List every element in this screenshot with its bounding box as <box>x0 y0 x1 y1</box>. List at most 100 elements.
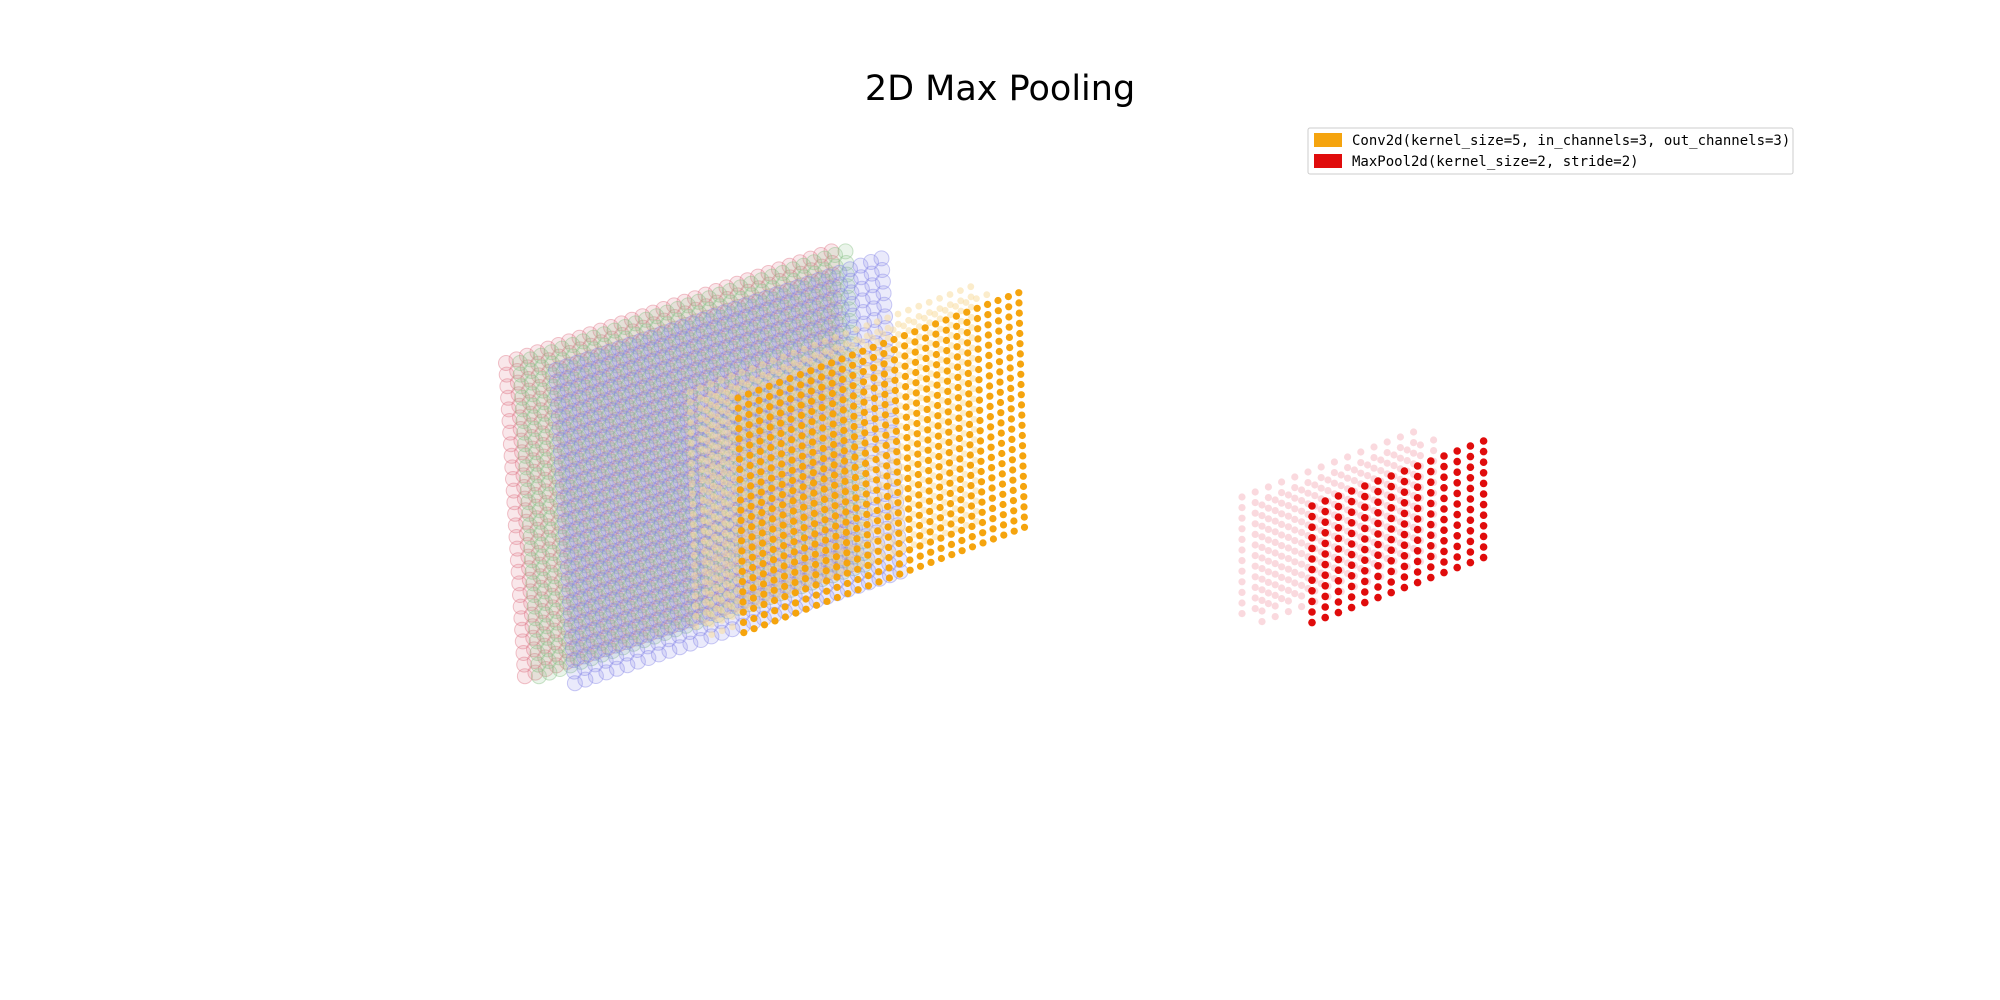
grid-point <box>717 566 724 573</box>
grid-point <box>788 466 796 474</box>
grid-point <box>723 409 731 416</box>
grid-point <box>904 464 912 472</box>
grid-point <box>884 513 892 521</box>
grid-point <box>698 309 715 326</box>
grid-point <box>806 320 823 337</box>
grid-point <box>894 519 903 527</box>
grid-point <box>948 551 956 559</box>
grid-point <box>934 432 943 440</box>
grid-point <box>978 498 986 506</box>
grid-point <box>924 436 932 444</box>
grid-point <box>956 445 964 453</box>
grid-point <box>1330 469 1338 477</box>
grid-point <box>574 376 591 393</box>
grid-point <box>786 374 794 383</box>
grid-point <box>964 359 972 367</box>
grid-point <box>1278 478 1286 486</box>
grid-point <box>819 434 827 442</box>
grid-point <box>783 292 800 309</box>
grid-point <box>820 485 828 493</box>
grid-point <box>801 345 808 353</box>
grid-point <box>759 570 767 578</box>
grid-point <box>810 499 818 507</box>
grid-point <box>830 451 838 459</box>
grid-point <box>780 542 788 550</box>
grid-point <box>954 363 962 371</box>
grid-point <box>926 507 934 515</box>
grid-point <box>958 547 966 555</box>
grid-point <box>747 492 755 500</box>
grid-point <box>687 419 695 426</box>
grid-point <box>850 402 858 410</box>
grid-point <box>861 429 869 437</box>
grid-point <box>739 272 756 289</box>
grid-point <box>535 448 552 465</box>
grid-point <box>577 434 594 451</box>
grid-point <box>769 535 777 543</box>
grid-point <box>1238 504 1246 512</box>
grid-point <box>862 480 870 488</box>
grid-point <box>988 494 997 502</box>
grid-point <box>762 299 779 316</box>
grid-point <box>1009 486 1017 494</box>
grid-point <box>932 320 940 328</box>
grid-point <box>739 598 747 606</box>
grid-point <box>801 554 809 562</box>
grid-point <box>690 562 698 569</box>
grid-point <box>787 415 795 423</box>
grid-point <box>923 405 931 413</box>
grid-point <box>710 317 727 334</box>
grid-point <box>854 565 862 573</box>
grid-point <box>957 287 964 294</box>
grid-point <box>766 433 775 441</box>
grid-point <box>901 352 909 360</box>
grid-point <box>841 467 849 475</box>
grid-point <box>936 514 945 522</box>
grid-point <box>753 326 770 343</box>
grid-point <box>768 515 777 523</box>
grid-point <box>818 393 826 401</box>
grid-point <box>998 460 1006 468</box>
grid-point <box>636 343 653 359</box>
grid-point <box>528 498 545 515</box>
grid-point <box>795 312 812 329</box>
grid-point <box>925 477 933 485</box>
grid-point <box>823 243 840 260</box>
grid-point <box>1010 517 1018 525</box>
grid-point <box>752 303 769 320</box>
grid-point <box>904 485 912 493</box>
grid-point <box>853 535 861 543</box>
grid-point <box>1007 384 1015 392</box>
grid-point <box>778 470 786 478</box>
grid-point <box>815 281 832 298</box>
grid-point <box>527 487 544 503</box>
grid-point <box>1271 528 1279 536</box>
grid-point <box>1015 309 1023 317</box>
grid-point <box>851 453 859 461</box>
grid-point <box>803 262 820 279</box>
grid-point <box>698 298 715 315</box>
grid-point <box>757 468 765 476</box>
grid-point <box>1284 576 1292 584</box>
grid-point <box>1271 560 1279 568</box>
grid-point <box>1403 457 1411 465</box>
grid-point <box>1238 610 1246 618</box>
grid-point <box>766 413 774 421</box>
grid-point <box>513 432 530 449</box>
grid-point <box>645 304 661 321</box>
grid-point <box>663 440 680 457</box>
grid-point <box>760 611 768 619</box>
grid-point <box>728 613 736 620</box>
grid-point <box>744 381 751 388</box>
grid-point <box>829 410 837 418</box>
grid-point <box>568 449 584 466</box>
grid-point <box>705 519 713 526</box>
grid-point <box>703 427 711 434</box>
grid-point <box>1006 374 1015 382</box>
grid-point <box>619 419 636 436</box>
grid-point <box>1370 464 1378 472</box>
grid-point <box>543 398 560 415</box>
grid-point <box>671 390 688 407</box>
grid-point <box>1278 563 1286 571</box>
grid-point <box>714 453 722 461</box>
